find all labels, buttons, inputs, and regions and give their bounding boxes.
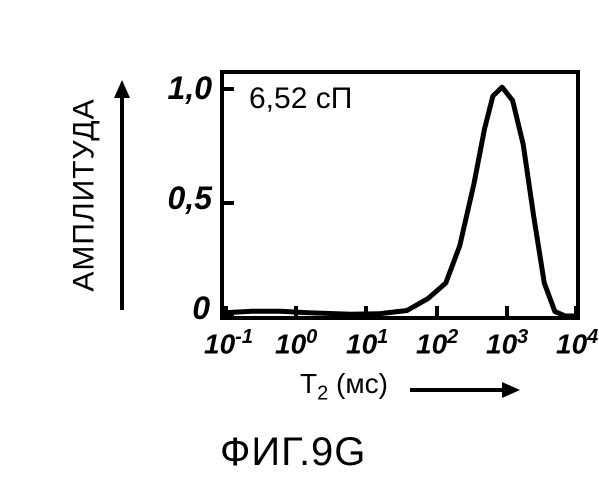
x-tick-3: 103	[486, 326, 528, 360]
plot-frame: 6,52 сП	[220, 70, 580, 320]
y-axis-label: АМПЛИТУДА	[68, 98, 102, 291]
chart-container: АМПЛИТУДА 1,0 0,5 0 6,52 сП 10-1 100 101…	[50, 30, 550, 430]
curve-svg	[224, 74, 576, 316]
y-tick-0p5: 0,5	[162, 180, 212, 217]
y-tick-1p0: 1,0	[162, 70, 212, 107]
x-tick-0: 100	[275, 326, 317, 360]
y-axis-label-group: АМПЛИТУДА	[65, 65, 105, 325]
x-axis-arrow	[410, 380, 520, 400]
x-tick-4: 104	[556, 326, 598, 360]
y-tick-0: 0	[180, 290, 210, 327]
figure-caption: ФИГ.9G	[220, 430, 366, 475]
x-tick-2: 102	[416, 326, 458, 360]
x-tick-m1: 10-1	[204, 326, 253, 360]
y-axis-arrow	[112, 80, 132, 310]
x-tick-1: 101	[346, 326, 388, 360]
x-axis-label: T2 (мс)	[300, 368, 388, 406]
